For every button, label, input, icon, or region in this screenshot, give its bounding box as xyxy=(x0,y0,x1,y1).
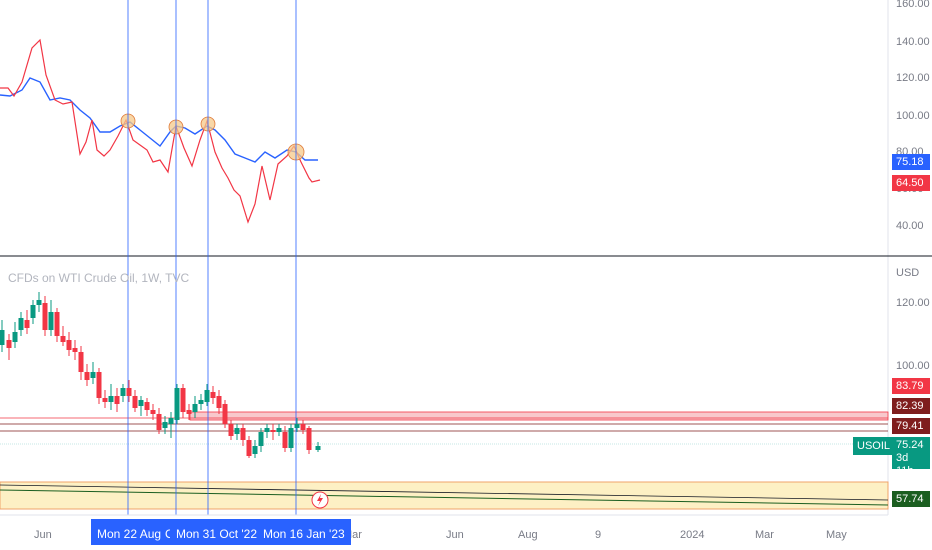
trend-line-black[interactable] xyxy=(0,484,889,501)
candle-body xyxy=(300,424,306,430)
candle-body xyxy=(48,312,54,330)
time-tick: Aug xyxy=(518,529,538,541)
candle-body xyxy=(36,300,42,305)
last-price-tag[interactable]: 75.24 3d 11h xyxy=(892,437,930,477)
candle-body xyxy=(156,414,162,430)
candle-body xyxy=(162,422,168,428)
candle-body xyxy=(42,303,48,330)
candle-body xyxy=(264,428,270,432)
candle-body xyxy=(315,446,321,450)
symbol-legend[interactable]: CFDs on WTI Crude Oil, 1W, TVC xyxy=(8,271,190,285)
price-tag-57[interactable]: 57.74 xyxy=(892,491,930,507)
crosshair-date-tag-3[interactable]: Mon 31 Oct '22 xyxy=(170,519,263,545)
candle-body xyxy=(138,400,144,406)
upper-y-tick: 140.00 xyxy=(896,36,930,48)
time-tick: May xyxy=(826,529,847,541)
blue-series-line xyxy=(0,77,318,163)
lightning-icon xyxy=(317,494,323,506)
candle-body xyxy=(102,398,108,402)
candle-body xyxy=(144,402,150,410)
candle-body xyxy=(126,388,132,396)
time-tick: 9 xyxy=(595,529,602,541)
candle-body xyxy=(132,396,138,408)
candle-body xyxy=(0,330,5,345)
time-tick: Mar xyxy=(755,529,774,541)
candle-body xyxy=(294,424,300,428)
upper-y-tick: 120.00 xyxy=(896,72,930,84)
price-tag-82[interactable]: 82.39 xyxy=(892,398,930,414)
candle-body xyxy=(174,388,180,420)
candle-body xyxy=(276,428,282,432)
candle-body xyxy=(222,404,228,424)
symbol-tag[interactable]: USOIL xyxy=(853,437,895,455)
candle-body xyxy=(252,446,258,454)
candle-body xyxy=(54,312,60,336)
candle-body xyxy=(84,372,90,380)
candlestick-series xyxy=(0,292,321,458)
candle-body xyxy=(150,410,156,414)
candle-body xyxy=(114,396,120,404)
candle-body xyxy=(108,396,114,402)
upper-y-tick: 100.00 xyxy=(896,110,930,122)
upper-y-tick: 160.00 xyxy=(896,0,930,10)
candle-body xyxy=(270,430,276,432)
red-price-tag[interactable]: 64.50 xyxy=(892,175,930,191)
candle-body xyxy=(12,332,18,342)
candle-body xyxy=(120,388,126,396)
last-price-value: 75.24 xyxy=(896,439,924,451)
upper-y-tick: 40.00 xyxy=(896,220,924,232)
candle-body xyxy=(66,340,72,350)
candle-body xyxy=(60,336,66,342)
currency-label[interactable]: USD xyxy=(896,267,920,279)
support-zone[interactable] xyxy=(0,481,889,510)
lower-y-tick: 100.00 xyxy=(896,360,930,372)
candle-body xyxy=(246,440,252,456)
bar-countdown: 3d 11h xyxy=(896,452,914,477)
resistance-zone-upper[interactable] xyxy=(189,411,889,421)
red-series-line xyxy=(0,38,321,224)
candle-body xyxy=(168,418,174,424)
candle-body xyxy=(216,396,222,408)
candle-body xyxy=(258,432,264,446)
candle-body xyxy=(186,410,192,414)
candle-body xyxy=(198,400,204,404)
crosshair-date-tag-4[interactable]: Mon 16 Jan '23 xyxy=(257,519,351,545)
candle-body xyxy=(24,320,30,328)
lower-y-tick: 120.00 xyxy=(896,297,930,309)
candle-body xyxy=(78,352,84,372)
candle-body xyxy=(72,348,78,352)
candle-body xyxy=(180,388,186,412)
candle-body xyxy=(30,305,36,318)
trend-line-green[interactable] xyxy=(0,489,889,506)
time-tick: Jun xyxy=(34,529,52,541)
candle-body xyxy=(96,372,102,398)
candle-body xyxy=(282,432,288,448)
candle-body xyxy=(192,404,198,412)
price-tag-83[interactable]: 83.79 xyxy=(892,378,930,394)
candle-body xyxy=(18,318,24,330)
candle-body xyxy=(240,428,246,440)
time-tick: Jun xyxy=(446,529,464,541)
time-tick: 2024 xyxy=(680,529,705,541)
price-tag-79[interactable]: 79.41 xyxy=(892,418,930,434)
candle-body xyxy=(234,428,240,434)
candle-body xyxy=(6,340,12,348)
candle-body xyxy=(228,424,234,436)
candle-body xyxy=(306,428,312,450)
candle-body xyxy=(90,372,96,378)
candle-body xyxy=(288,428,294,448)
candle-body xyxy=(210,392,216,398)
blue-price-tag[interactable]: 75.18 xyxy=(892,154,930,170)
candle-body xyxy=(204,390,210,402)
